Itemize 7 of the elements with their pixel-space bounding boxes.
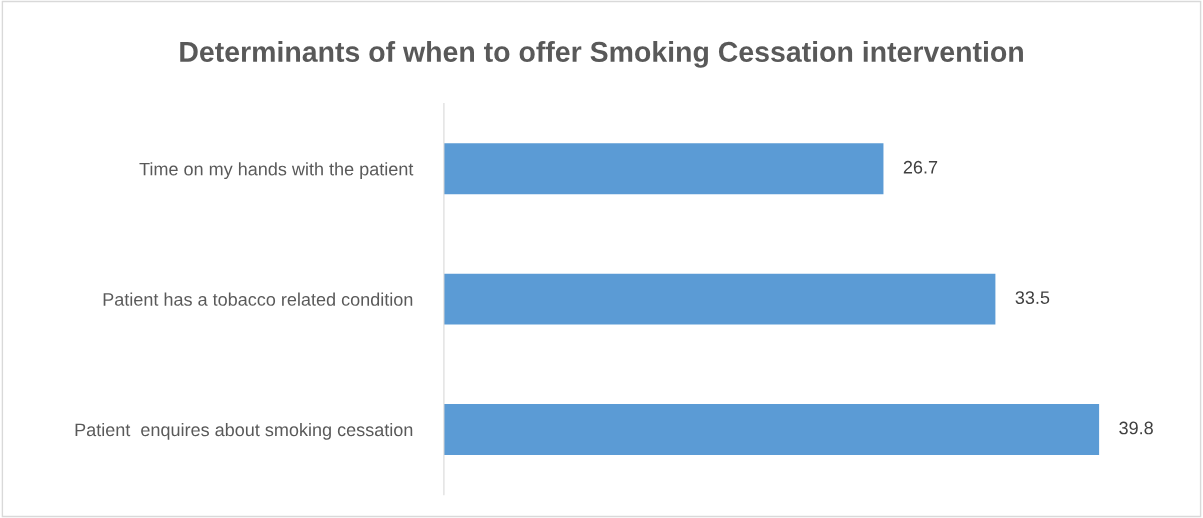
data-label: 39.8	[1119, 421, 1153, 435]
chart-title: Determinants of when to offer Smoking Cessation intervention	[180, 41, 1023, 68]
y-tick-label: Time on my hands with the patient	[139, 162, 414, 180]
y-tick-label: Patient has a tobacco related condition	[103, 292, 413, 306]
data-label: 33.5	[1015, 291, 1050, 304]
y-tick-label: Patient enquires about smoking cessation	[75, 422, 413, 440]
data-label: 26.7	[903, 160, 938, 174]
